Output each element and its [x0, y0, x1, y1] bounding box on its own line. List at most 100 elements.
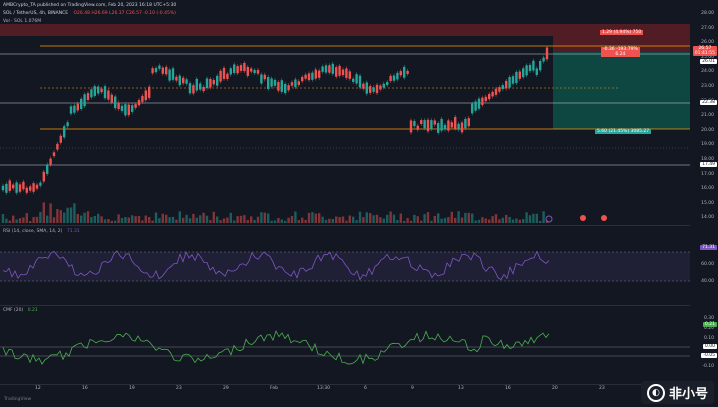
volume-bar — [100, 216, 103, 223]
volume-bar — [301, 217, 304, 223]
volume-bar — [49, 203, 52, 223]
candle-body — [304, 74, 307, 79]
cmf-label[interactable]: CMF (20) — [3, 308, 24, 313]
candle-body — [399, 71, 402, 76]
pane-separator-cmf[interactable] — [0, 305, 690, 306]
symbol-info: SOL / TetherUS, 4h, BINANCE O26.48 H26.6… — [3, 11, 176, 16]
candle-body — [73, 105, 76, 113]
earnings-icon[interactable] — [580, 215, 586, 221]
volume-bar — [318, 213, 321, 223]
volume-bar — [22, 217, 25, 223]
volume-bar — [331, 218, 334, 223]
event-icon[interactable] — [545, 215, 553, 223]
volume-bar — [328, 218, 331, 223]
candle-body — [386, 82, 389, 86]
price-tick: 14.00 — [701, 215, 714, 221]
candle-body — [277, 82, 280, 91]
volume-bar — [352, 216, 355, 223]
volume-bar — [345, 220, 348, 223]
volume-bar — [8, 220, 11, 223]
candle-body — [443, 124, 447, 130]
volume-bar — [522, 219, 525, 223]
candle-body — [127, 104, 130, 116]
rsi-label[interactable]: RSI (14, close, SMA, 14, 2) — [3, 229, 63, 234]
volume-bar — [18, 218, 22, 223]
volume-bar — [226, 217, 229, 223]
volume-bar — [243, 215, 246, 223]
candle-body — [195, 78, 198, 91]
candle-body — [165, 66, 168, 75]
stop-zone — [553, 36, 690, 52]
candle-body — [290, 82, 294, 86]
watermark-logo: ◐ 非小号 — [640, 381, 714, 404]
candle-body — [199, 83, 202, 90]
volume-bar — [413, 214, 416, 223]
volume-bar — [505, 214, 508, 223]
volume-bar — [389, 211, 392, 223]
volume-bar — [467, 212, 470, 223]
candle-body — [205, 78, 209, 89]
candle-body — [433, 120, 436, 125]
candle-body — [358, 75, 362, 88]
volume-bar — [161, 213, 164, 223]
time-tick: Feb — [270, 386, 278, 391]
candle-body — [219, 70, 222, 82]
candle-body — [178, 75, 181, 86]
volume-bar — [103, 219, 107, 223]
volume-bar — [365, 212, 368, 223]
volume-bar — [304, 219, 307, 223]
price-axis[interactable]: 28.0027.0026.0025.0024.0023.0022.0021.00… — [690, 0, 718, 225]
candle-body — [8, 180, 11, 191]
time-tick: 16 — [82, 386, 88, 391]
cmf-axis-020: 0.20 — [703, 326, 714, 331]
price-tick: 15.00 — [701, 200, 714, 206]
volume-bar — [256, 216, 260, 223]
volume-bar — [15, 219, 18, 223]
volume-bar — [222, 218, 226, 223]
volume-bar — [97, 213, 100, 223]
stop-label-main: -0.36 -193.79% — [603, 47, 638, 52]
candle-body — [389, 75, 392, 82]
volume-bar — [76, 213, 79, 223]
volume-bar — [355, 220, 358, 223]
profit-zone[interactable] — [553, 52, 690, 129]
volume-bar — [219, 220, 222, 223]
volume-bar — [263, 212, 266, 223]
candle-body — [426, 119, 430, 132]
candle-body — [352, 78, 355, 82]
time-tick: 12 — [35, 386, 41, 391]
candle-body — [331, 63, 334, 74]
volume-bar — [399, 213, 402, 223]
candlestick-series[interactable] — [1, 45, 549, 195]
candle-body — [267, 77, 270, 90]
candle-body — [1, 185, 5, 191]
target-label: 1.29 (4.94%) 750 — [600, 30, 644, 35]
volume-bar — [209, 220, 212, 223]
candle-body — [49, 158, 52, 165]
rsi-band — [0, 252, 690, 281]
candle-body — [260, 74, 263, 84]
volume-bar — [508, 216, 511, 223]
cmf-line[interactable] — [2, 330, 550, 365]
earnings-icon[interactable] — [601, 215, 607, 221]
volume-line: Vol · SOL 1.076M — [3, 19, 42, 24]
symbol-line[interactable]: SOL / TetherUS, 4h, BINANCE — [3, 11, 69, 16]
candle-body — [239, 65, 243, 71]
volume-bar — [481, 217, 484, 223]
volume-bar — [433, 215, 436, 223]
countdown: 01:41:55 — [694, 51, 715, 56]
volume-bar — [182, 217, 185, 223]
cmf-axis-neg010: -0.10 — [702, 364, 714, 369]
price-tick: 16.00 — [701, 186, 714, 192]
volume-bar — [199, 215, 202, 223]
candle-body — [154, 67, 158, 73]
pane-separator-rsi[interactable] — [0, 225, 690, 226]
candle-body — [32, 183, 35, 192]
volume-bar — [375, 214, 379, 223]
rsi-line[interactable] — [2, 250, 550, 281]
volume-bar — [341, 216, 345, 223]
volume-bar — [134, 216, 137, 223]
target-zone[interactable] — [0, 24, 690, 36]
